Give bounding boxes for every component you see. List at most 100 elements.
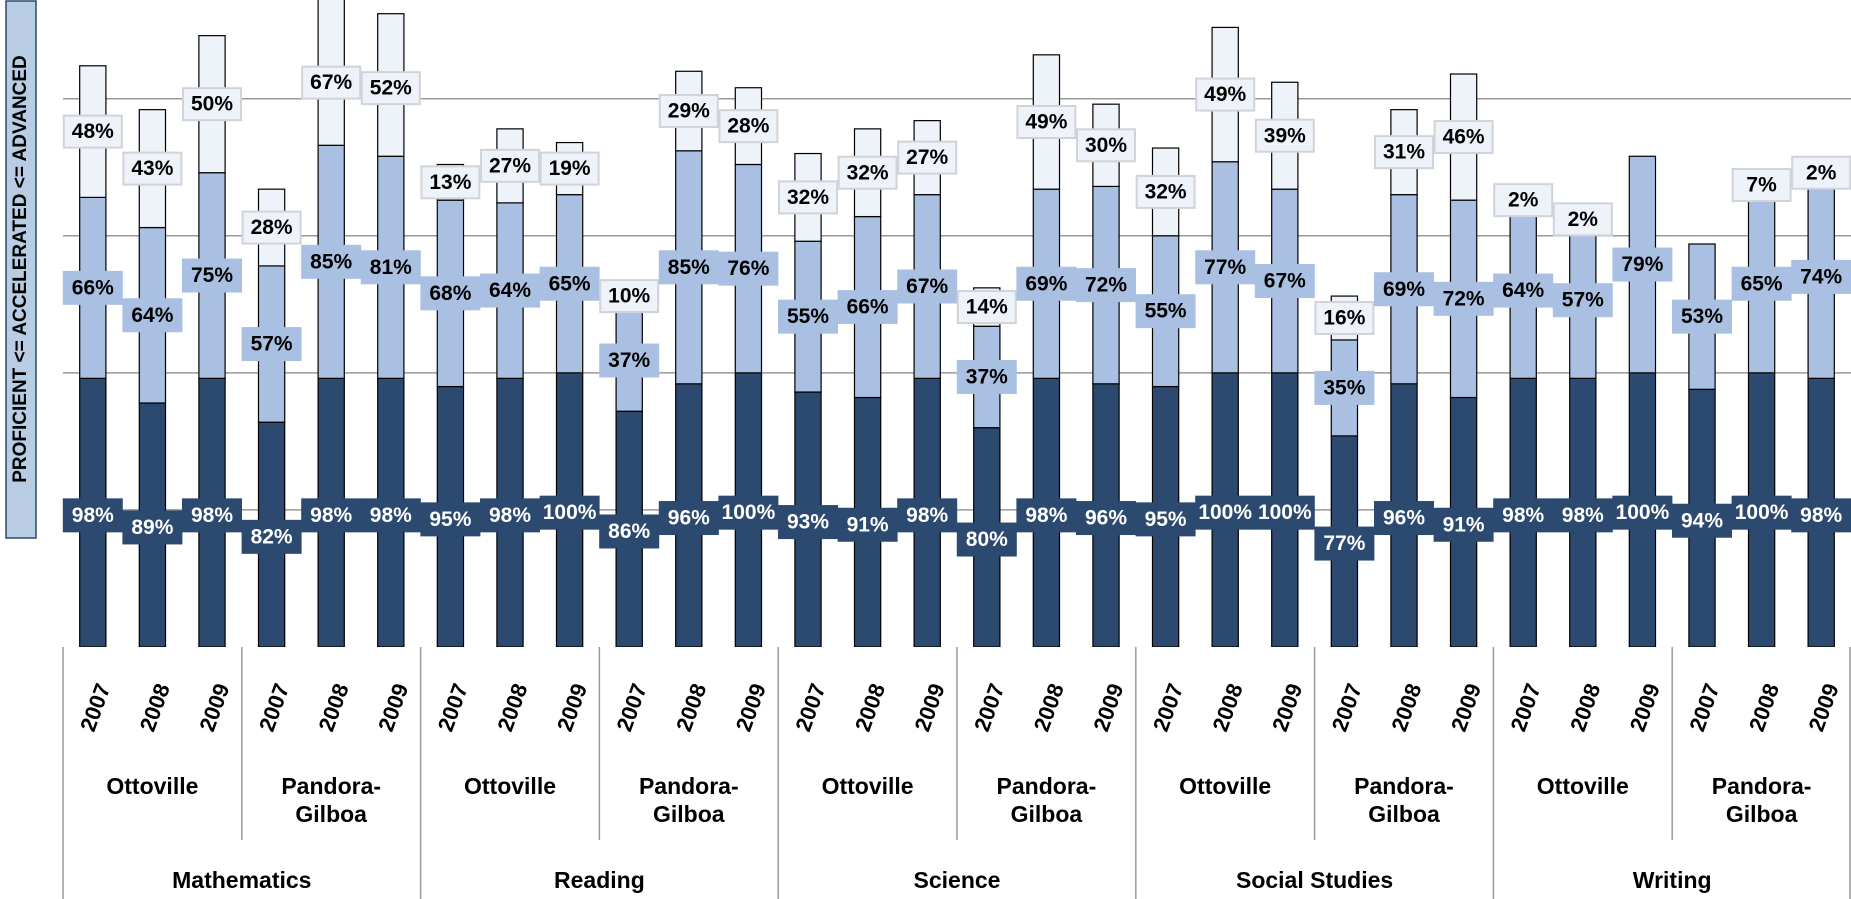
label-box [360, 498, 421, 533]
label-box [956, 522, 1017, 557]
y-label-box [5, 0, 37, 539]
label-box [420, 276, 481, 311]
label-box [1612, 495, 1673, 530]
label-box [599, 343, 660, 378]
label-box [122, 151, 183, 186]
data-label: 16% [1323, 307, 1365, 330]
label-box [1314, 526, 1375, 561]
data-label: 46% [1443, 126, 1485, 149]
data-label: 2% [1806, 161, 1837, 184]
x-tick-label: 2007 [790, 680, 830, 735]
label-box [897, 140, 958, 175]
label-box [182, 498, 242, 533]
data-label: 69% [1025, 272, 1067, 295]
label-box [182, 87, 242, 122]
data-label: 57% [251, 333, 293, 356]
data-label: 64% [489, 279, 531, 302]
x-tick-label: 2009 [552, 680, 592, 735]
data-label: 7% [1746, 174, 1777, 197]
label-box [62, 114, 123, 149]
data-label: 27% [906, 146, 948, 169]
x-tick-label: 2007 [1327, 680, 1367, 735]
data-label: 80% [966, 528, 1008, 551]
data-label: 52% [370, 77, 412, 100]
label-box [1254, 118, 1315, 153]
data-label: 98% [1502, 504, 1544, 527]
data-label: 64% [1502, 279, 1544, 302]
x-tick-label: 2008 [135, 680, 175, 735]
label-box [1195, 77, 1256, 112]
x-tick-label: 2008 [1029, 680, 1069, 735]
label-box [956, 359, 1017, 394]
x-tick-label: 2007 [75, 680, 115, 735]
data-label: 95% [1145, 508, 1187, 531]
data-label: 98% [1562, 504, 1604, 527]
data-label: 93% [787, 511, 829, 534]
x-tick-label: 2009 [194, 680, 234, 735]
x-tick-label: 2008 [671, 680, 711, 735]
data-label: 82% [251, 525, 293, 548]
data-label: 76% [727, 257, 769, 280]
data-label: 98% [72, 504, 114, 527]
data-label: 67% [1264, 270, 1306, 293]
label-box [897, 498, 958, 533]
x-tick-label: 2009 [1446, 680, 1486, 735]
data-label: 91% [847, 513, 889, 536]
data-label: 39% [1264, 124, 1306, 147]
label-box [62, 498, 123, 533]
data-label: 13% [429, 171, 471, 194]
x-tick-label: 2008 [1744, 680, 1784, 735]
label-box [1254, 264, 1315, 299]
data-label: 37% [966, 366, 1008, 389]
data-label: 37% [608, 349, 650, 372]
data-label: 43% [131, 157, 173, 180]
x-tick-label: 2009 [909, 680, 949, 735]
subject-label: Mathematics [172, 867, 312, 893]
label-box [1672, 299, 1732, 334]
label-box [1493, 183, 1554, 218]
x-tick-label: 2009 [1267, 680, 1307, 735]
data-label: 72% [1085, 274, 1127, 297]
data-label: 14% [966, 296, 1008, 319]
label-box [1552, 283, 1613, 318]
label-box [241, 327, 302, 362]
label-box [1254, 495, 1315, 530]
y-axis-label: PROFICIENT <= ACCELERATED <= ADVANCED [10, 55, 31, 483]
data-label: 28% [251, 216, 293, 239]
data-label: 100% [1616, 501, 1670, 524]
data-label: 67% [906, 275, 948, 298]
data-label: 55% [787, 305, 829, 328]
data-label: 98% [191, 504, 233, 527]
label-box [1016, 104, 1077, 139]
x-tick-label: 2008 [1386, 680, 1426, 735]
label-box [480, 498, 540, 533]
school-label: Ottoville [1536, 773, 1629, 799]
label-box [658, 250, 719, 285]
label-box [837, 290, 898, 325]
label-box [1374, 501, 1434, 536]
x-tick-label: 2007 [1684, 680, 1724, 735]
label-box [420, 165, 481, 200]
data-label: 79% [1621, 253, 1663, 276]
label-box [897, 269, 958, 304]
data-label: 98% [1800, 504, 1842, 527]
data-label: 67% [310, 71, 352, 94]
data-label: 75% [191, 264, 233, 287]
label-box [1493, 498, 1554, 533]
data-label: 81% [370, 256, 412, 279]
data-label: 28% [727, 115, 769, 138]
label-box [658, 94, 719, 129]
label-box [1672, 503, 1732, 538]
data-label: 96% [1085, 507, 1127, 530]
label-box [599, 279, 660, 314]
label-box [1195, 250, 1256, 285]
label-box [1374, 135, 1434, 170]
data-label: 66% [72, 276, 114, 299]
x-tick-label: 2007 [969, 680, 1009, 735]
label-box [1076, 128, 1136, 163]
label-box [1016, 498, 1077, 533]
data-label: 98% [370, 504, 412, 527]
data-label: 77% [1323, 532, 1365, 555]
